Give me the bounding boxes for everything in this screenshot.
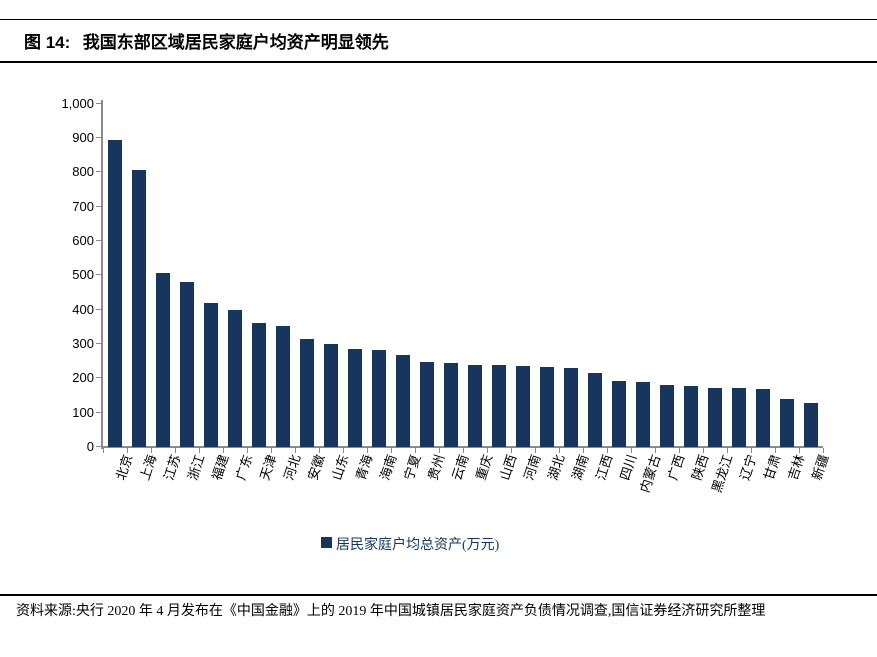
x-axis-tick	[391, 448, 392, 453]
bar	[588, 373, 602, 447]
x-axis-tick	[295, 448, 296, 453]
legend-label: 居民家庭户均总资产(万元)	[336, 538, 500, 553]
bar	[180, 282, 194, 447]
figure-label: 图 14:	[24, 33, 71, 52]
x-axis-tick	[247, 448, 248, 453]
bar	[348, 349, 362, 447]
x-axis-tick	[343, 448, 344, 453]
bar	[516, 366, 530, 447]
x-axis-tick	[559, 448, 560, 453]
bar	[780, 399, 794, 447]
x-axis-tick	[175, 448, 176, 453]
footer-rule	[0, 594, 877, 596]
figure-title: 图 14: 我国东部区域居民家庭户均资产明显领先	[24, 28, 389, 53]
y-axis-tick-label: 800	[72, 164, 94, 180]
y-axis-tick	[96, 171, 101, 173]
bar	[804, 403, 818, 447]
y-axis-tick-label: 200	[72, 370, 94, 386]
x-axis-tick	[463, 448, 464, 453]
x-axis-tick	[511, 448, 512, 453]
x-axis-tick	[655, 448, 656, 453]
y-axis	[101, 100, 103, 449]
x-axis-tick	[319, 448, 320, 453]
x-axis-tick	[367, 448, 368, 453]
x-axis-tick	[631, 448, 632, 453]
y-axis-tick-label: 400	[72, 301, 94, 317]
bar	[636, 382, 650, 447]
x-axis	[101, 446, 823, 448]
x-axis-tick	[823, 448, 824, 453]
y-axis-tick-label: 300	[72, 335, 94, 351]
y-axis-tick	[96, 342, 101, 344]
y-axis-tick	[96, 239, 101, 241]
y-axis-tick	[96, 446, 101, 447]
y-axis-tick-label: 900	[72, 129, 94, 145]
bar	[204, 303, 218, 447]
source-note: 资料来源:央行 2020 年 4 月发布在《中国金融》上的 2019 年中国城镇…	[16, 604, 766, 619]
x-axis-tick	[751, 448, 752, 453]
y-axis-tick	[96, 102, 101, 104]
x-axis-tick	[535, 448, 536, 453]
bar	[492, 365, 506, 447]
y-axis-tick-label: 1,000	[61, 95, 94, 111]
x-axis-tick	[223, 448, 224, 453]
x-axis-tick	[703, 448, 704, 453]
title-underline	[0, 61, 877, 63]
bar-chart: 0 100 200 300 400 500 600 700 800 900 1,000 北京 上海 江苏浙…	[61, 95, 831, 494]
x-axis-tick	[607, 448, 608, 453]
bar	[468, 365, 482, 447]
x-axis-tick	[271, 448, 272, 453]
x-axis-tick	[103, 448, 104, 453]
y-axis-tick	[96, 136, 101, 138]
legend-swatch-icon	[321, 537, 332, 548]
bar	[564, 368, 578, 447]
bar	[156, 273, 170, 447]
y-axis-tick-label: 500	[72, 267, 94, 283]
x-axis-tick	[679, 448, 680, 453]
bar	[708, 388, 722, 447]
y-axis-tick	[96, 377, 101, 379]
x-axis-tick	[799, 448, 800, 453]
figure-title-text: 我国东部区域居民家庭户均资产明显领先	[82, 33, 389, 52]
bar	[756, 389, 770, 447]
bar	[324, 344, 338, 447]
y-axis-tick	[96, 308, 101, 310]
y-axis-tick	[96, 274, 101, 276]
bar	[732, 388, 746, 447]
top-rule	[0, 19, 877, 20]
bar	[372, 350, 386, 447]
bar	[612, 381, 626, 447]
y-axis-tick	[96, 205, 101, 207]
x-axis-tick	[415, 448, 416, 453]
bar	[396, 355, 410, 447]
bar	[252, 323, 266, 447]
y-axis-tick-label: 600	[72, 232, 94, 248]
bar	[300, 339, 314, 447]
x-axis-tick	[151, 448, 152, 453]
y-axis-tick-label: 0	[86, 439, 94, 454]
bar	[660, 385, 674, 447]
bar	[684, 386, 698, 447]
y-axis-tick	[96, 411, 101, 413]
x-axis-tick	[583, 448, 584, 453]
bar	[444, 363, 458, 447]
x-axis-tick	[727, 448, 728, 453]
chart-legend: 居民家庭户均总资产(万元)	[321, 534, 499, 554]
y-axis-tick-label: 100	[72, 404, 94, 420]
bar	[228, 310, 242, 447]
bar	[540, 367, 554, 447]
bar	[108, 140, 122, 447]
x-axis-tick	[127, 448, 128, 453]
x-axis-tick	[775, 448, 776, 453]
y-axis-tick-label: 700	[72, 198, 94, 214]
x-axis-tick	[199, 448, 200, 453]
x-axis-tick	[487, 448, 488, 453]
bar	[132, 170, 146, 447]
x-axis-tick	[439, 448, 440, 453]
bar	[276, 326, 290, 447]
bar	[420, 362, 434, 447]
